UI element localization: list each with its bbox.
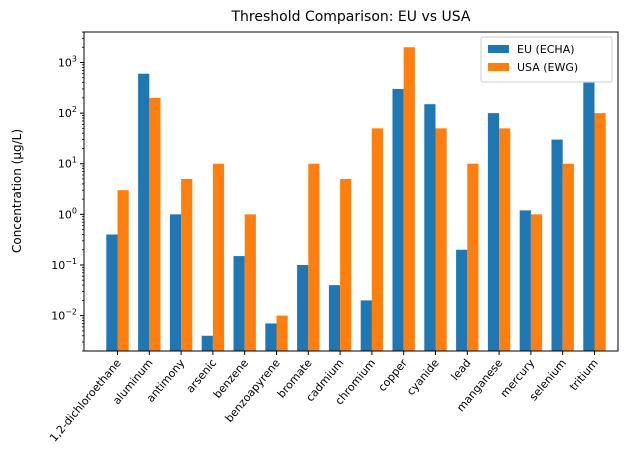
bar-eu-0 xyxy=(106,234,118,351)
y-tick-label: 101 xyxy=(58,156,77,171)
x-tick-label: lead xyxy=(449,357,474,383)
bar-usa-7 xyxy=(340,178,352,351)
x-axis-ticks: 1,2-dichloroethanealuminumantimonyarseni… xyxy=(47,351,601,444)
bar-usa-5 xyxy=(276,315,288,351)
bar-usa-6 xyxy=(308,163,320,351)
bar-eu-4 xyxy=(233,256,245,351)
bar-usa-8 xyxy=(371,128,384,351)
bar-eu-7 xyxy=(328,285,341,351)
bar-eu-9 xyxy=(392,88,404,351)
legend-swatch xyxy=(488,45,509,53)
legend: EU (ECHA) USA (EWG) xyxy=(480,36,613,83)
bar-eu-5 xyxy=(265,323,277,351)
y-tick-label: 10−2 xyxy=(51,308,77,323)
y-axis-ticks: 10−2 10−1 100 101 102 103 xyxy=(51,31,84,352)
bar-usa-10 xyxy=(435,128,447,351)
bar-eu-1 xyxy=(138,73,150,352)
bar-usa-12 xyxy=(499,128,511,351)
y-tick-label: 100 xyxy=(58,206,77,221)
bar-eu-14 xyxy=(551,139,563,351)
bar-eu-10 xyxy=(424,104,436,351)
legend-box xyxy=(480,36,613,83)
y-axis-label: Concentration (µg/L) xyxy=(10,129,24,253)
chart-title: Threshold Comparison: EU vs USA xyxy=(231,9,471,25)
y-tick-label: 102 xyxy=(58,105,77,120)
bar-usa-2 xyxy=(181,178,193,351)
legend-swatch xyxy=(488,63,509,71)
y-tick-label: 103 xyxy=(58,54,77,69)
bar-usa-14 xyxy=(562,163,574,351)
bar-usa-15 xyxy=(594,113,606,351)
bar-usa-4 xyxy=(244,214,256,351)
x-tick-label: cyanide xyxy=(404,356,442,398)
bar-eu-8 xyxy=(360,300,372,351)
bars-layer xyxy=(106,47,606,352)
bar-eu-15 xyxy=(583,82,595,351)
x-tick-label: tritium xyxy=(567,357,601,394)
bar-usa-0 xyxy=(117,190,129,351)
legend-entry: USA (EWG) xyxy=(517,61,578,74)
bar-eu-2 xyxy=(169,214,182,351)
bar-usa-3 xyxy=(212,163,225,351)
bar-eu-3 xyxy=(201,335,213,351)
legend-entry: EU (ECHA) xyxy=(517,43,575,56)
bar-usa-11 xyxy=(467,163,479,351)
plot-frame xyxy=(83,31,619,352)
bar-eu-12 xyxy=(487,113,500,351)
bar-eu-11 xyxy=(456,249,468,351)
y-tick-label: 10−1 xyxy=(51,257,77,272)
bar-eu-6 xyxy=(297,264,309,351)
bar-usa-9 xyxy=(403,47,415,352)
bar-usa-13 xyxy=(530,214,543,351)
bar-usa-1 xyxy=(149,97,161,352)
bar-eu-13 xyxy=(519,210,531,351)
